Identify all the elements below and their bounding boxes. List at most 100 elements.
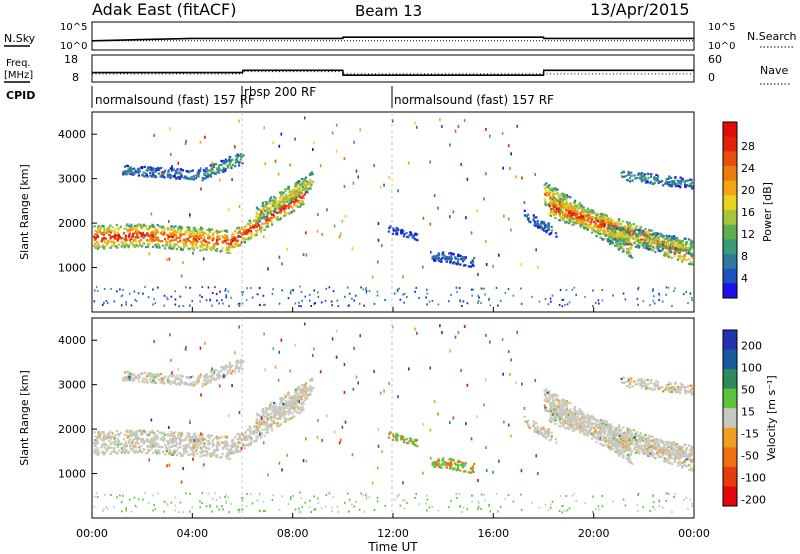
power-cell	[277, 207, 280, 210]
velocity-cell	[169, 448, 172, 451]
velocity-cell	[127, 374, 131, 377]
power-cell	[426, 303, 428, 306]
nave-label: Nave	[760, 64, 788, 77]
velocity-cell	[143, 381, 146, 384]
power-cell	[180, 227, 183, 231]
power-cell	[284, 214, 287, 217]
power-cell	[197, 171, 200, 175]
power-cell	[503, 214, 505, 218]
power-cell	[634, 245, 637, 248]
power-cell	[678, 251, 681, 254]
power-cell	[566, 303, 569, 306]
power-cell	[280, 192, 283, 195]
velocity-cell	[211, 377, 214, 380]
power-cell	[610, 228, 613, 231]
velocity-cell	[173, 380, 176, 384]
power-cell	[637, 172, 640, 175]
power-cell	[644, 242, 647, 245]
power-cell	[617, 220, 621, 223]
velocity-cell	[152, 444, 155, 447]
power-cell	[600, 216, 603, 219]
velocity-cell	[138, 376, 141, 379]
power-cell	[678, 244, 682, 247]
power-cell	[355, 169, 358, 173]
power-cell	[376, 260, 379, 264]
power-colorbar-tick: 8	[741, 250, 748, 263]
power-cell	[586, 210, 589, 214]
power-cell	[634, 228, 637, 231]
power-cell	[608, 232, 612, 236]
velocity-cell	[310, 377, 313, 380]
power-cell	[188, 235, 191, 239]
power-cell	[257, 217, 260, 221]
power-cell	[597, 230, 601, 233]
power-cell	[353, 299, 356, 302]
velocity-cell	[129, 379, 133, 382]
velocity-cell	[250, 440, 253, 444]
velocity-cell	[124, 376, 127, 379]
power-cell	[452, 253, 455, 256]
velocity-cell	[107, 433, 110, 437]
power-cell	[275, 211, 279, 215]
power-cell	[667, 255, 670, 258]
power-cell	[672, 236, 675, 240]
power-cell	[188, 234, 191, 237]
power-cell	[192, 251, 194, 255]
cpid-segment-1: normalsound (fast) 157 RF	[95, 93, 255, 107]
power-cell	[649, 180, 653, 184]
power-cell	[241, 238, 245, 241]
power-cell	[157, 172, 160, 175]
power-cell	[225, 230, 229, 233]
power-colorbar-tick: 28	[741, 140, 755, 153]
power-cell	[545, 182, 548, 185]
power-cell	[213, 246, 216, 249]
power-cell	[303, 193, 306, 196]
velocity-cell	[264, 411, 267, 414]
power-cell	[159, 240, 162, 243]
power-cell	[272, 288, 274, 291]
power-cell	[153, 228, 156, 231]
velocity-cell	[202, 438, 206, 441]
power-cell	[249, 227, 252, 230]
power-cell	[107, 230, 110, 233]
power-cell	[283, 209, 286, 213]
velocity-cell	[113, 436, 116, 439]
power-cell	[145, 169, 148, 172]
power-cell	[166, 244, 169, 247]
power-cell	[231, 233, 234, 237]
power-cell	[146, 175, 149, 178]
power-cell	[238, 244, 242, 247]
velocity-cell	[185, 375, 188, 379]
velocity-cell	[109, 443, 112, 446]
power-cell	[646, 247, 649, 250]
power-cell	[566, 202, 569, 205]
power-cell	[586, 220, 589, 223]
power-cell	[599, 236, 602, 239]
power-cell	[636, 243, 639, 246]
power-cell	[298, 304, 300, 307]
power-cell	[256, 215, 259, 218]
velocity-cell	[257, 427, 260, 430]
power-cell	[549, 214, 553, 217]
power-cell	[573, 209, 576, 212]
velocity-cell	[101, 450, 104, 453]
power-cell	[624, 242, 628, 246]
power-cell	[579, 214, 583, 217]
power-cell	[611, 235, 614, 238]
power-cell	[583, 210, 586, 214]
velocity-cell	[296, 394, 299, 397]
power-cell	[236, 232, 239, 235]
power-cell	[683, 237, 686, 240]
power-cell	[290, 192, 293, 196]
power-cell	[552, 209, 556, 213]
power-cell	[234, 145, 236, 149]
power-cell	[137, 174, 141, 177]
velocity-cell	[191, 448, 195, 451]
power-cell	[429, 250, 432, 254]
velocity-cell	[240, 359, 243, 362]
power-cell	[101, 246, 104, 249]
power-cell	[196, 236, 199, 239]
power-cell	[550, 210, 553, 214]
power-cell	[143, 225, 146, 228]
power-cell	[261, 214, 264, 217]
